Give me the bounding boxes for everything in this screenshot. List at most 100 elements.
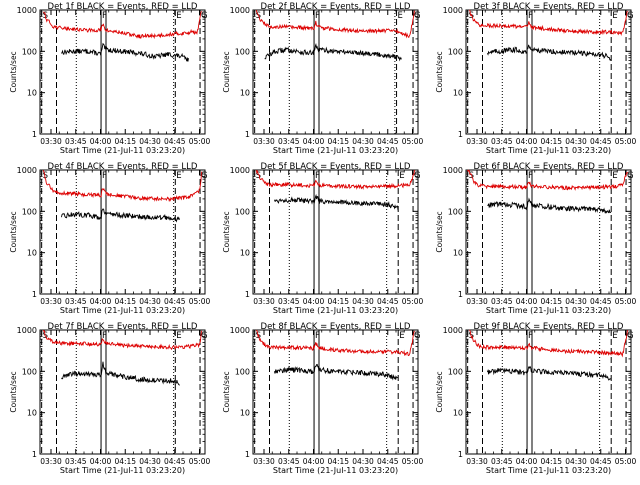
y-tick-label: 1000 (17, 6, 37, 15)
y-tick-label: 10 (240, 89, 250, 98)
event-marker-label: F (102, 11, 107, 21)
event-marker-label: E (398, 11, 403, 21)
y-tick-label: 100 (235, 367, 250, 376)
chart-title: Det 1f BLACK = Events, RED = LLD (48, 2, 198, 12)
events-series-line (487, 197, 612, 214)
x-tick-label: 03:45 (278, 297, 300, 306)
plot-frame (252, 169, 419, 295)
y-tick-label: 100 (22, 367, 37, 376)
chart-panel-5: Det 5f BLACK = Events, RED = LLD 1 10 100 10… (222, 162, 424, 315)
event-marker-label: F (102, 331, 107, 341)
chart-title: Det 9f BLACK = Events, RED = LLD (474, 322, 624, 332)
x-tick-label: 04:15 (327, 297, 349, 306)
x-tick-label: 04:45 (590, 457, 612, 466)
x-tick-label: 03:30 (253, 457, 275, 466)
x-tick-label: 05:00 (402, 457, 424, 466)
x-tick-label: 05:00 (189, 137, 211, 146)
x-tick-label: 03:45 (65, 297, 87, 306)
chart-title: Det 6f BLACK = Events, RED = LLD (474, 162, 624, 172)
y-tick-label: 100 (448, 207, 463, 216)
y-tick-label: 100 (448, 367, 463, 376)
x-tick-label: 04:15 (114, 297, 136, 306)
event-marker-label: G (201, 11, 208, 21)
y-tick-label: 1 (32, 130, 37, 139)
x-axis-label: Start Time (21-Jul-11 03:23:20) (486, 466, 611, 475)
events-series-line (486, 365, 612, 381)
x-tick-label: 04:00 (90, 457, 112, 466)
y-axis-label: Counts/sec (222, 371, 231, 412)
lld-series-line (255, 169, 415, 191)
plot-frame (252, 329, 419, 455)
x-tick-label: 04:30 (139, 137, 161, 146)
x-tick-label: 04:00 (303, 297, 325, 306)
lld-series-line (467, 169, 629, 191)
event-marker-label: G (627, 11, 634, 21)
event-marker-label: F (528, 11, 533, 21)
y-tick-label: 1000 (230, 326, 250, 335)
x-axis-label: Start Time (21-Jul-11 03:23:20) (273, 466, 398, 475)
lld-series-line (255, 329, 415, 357)
x-axis-label: Start Time (21-Jul-11 03:23:20) (273, 146, 398, 155)
x-tick-label: 03:30 (40, 457, 62, 466)
x-tick-label: 04:15 (540, 457, 562, 466)
lld-series-line (469, 329, 628, 358)
y-tick-label: 10 (27, 249, 37, 258)
event-marker-label: E (612, 11, 617, 21)
x-tick-label: 04:00 (516, 137, 538, 146)
x-tick-label: 04:30 (565, 297, 587, 306)
y-tick-label: 1 (458, 450, 463, 459)
chart-title: Det 7f BLACK = Events, RED = LLD (48, 322, 198, 332)
y-axis-label: Counts/sec (222, 211, 231, 252)
y-tick-label: 1000 (17, 166, 37, 175)
x-axis-label: Start Time (21-Jul-11 03:23:20) (60, 306, 185, 315)
event-marker-label: S (256, 11, 261, 21)
chart-title: Det 5f BLACK = Events, RED = LLD (261, 162, 411, 172)
plot-frame (465, 9, 632, 135)
x-tick-label: 03:45 (65, 137, 87, 146)
lld-series-line (42, 329, 202, 351)
x-tick-label: 03:45 (278, 457, 300, 466)
x-tick-label: 05:00 (615, 457, 637, 466)
chart-title: Det 3f BLACK = Events, RED = LLD (474, 2, 624, 12)
y-tick-label: 1000 (443, 326, 463, 335)
y-tick-label: 1 (245, 450, 250, 459)
event-marker-label: G (414, 11, 421, 21)
plot-frame (39, 329, 206, 455)
y-axis-label: Counts/sec (435, 211, 444, 252)
events-series-line (486, 44, 612, 61)
chart-panel-9: Det 9f BLACK = Events, RED = LLD 1 10 100 10… (435, 322, 637, 475)
event-marker-label: S (43, 171, 48, 181)
events-series-line (273, 363, 399, 381)
x-tick-label: 04:45 (590, 297, 612, 306)
x-tick-label: 03:45 (491, 297, 513, 306)
x-tick-label: 05:00 (189, 297, 211, 306)
x-tick-label: 03:30 (466, 297, 488, 306)
event-marker-label: F (315, 171, 320, 181)
x-tick-label: 03:30 (253, 137, 275, 146)
x-tick-label: 04:15 (540, 297, 562, 306)
y-tick-label: 1000 (230, 166, 250, 175)
y-tick-label: 1 (458, 290, 463, 299)
chart-title: Det 2f BLACK = Events, RED = LLD (261, 2, 411, 12)
x-tick-label: 04:45 (164, 457, 186, 466)
event-marker-label: G (627, 331, 634, 341)
y-tick-label: 1000 (443, 166, 463, 175)
event-marker-label: E (612, 331, 617, 341)
y-tick-label: 1 (458, 130, 463, 139)
plot-frame (465, 169, 632, 295)
chart-panel-6: Det 6f BLACK = Events, RED = LLD 1 10 100 10… (435, 162, 637, 315)
y-tick-label: 100 (22, 207, 37, 216)
x-tick-label: 04:45 (377, 297, 399, 306)
chart-panel-1: Det 1f BLACK = Events, RED = LLD 1 10 100 10… (9, 2, 211, 155)
x-tick-label: 04:15 (540, 137, 562, 146)
x-tick-label: 04:45 (377, 457, 399, 466)
x-tick-label: 04:30 (352, 137, 374, 146)
x-tick-label: 03:30 (466, 137, 488, 146)
y-tick-label: 1 (32, 450, 37, 459)
event-marker-label: G (201, 331, 208, 341)
events-series-line (61, 361, 181, 386)
x-tick-label: 05:00 (189, 457, 211, 466)
plot-frame (465, 329, 632, 455)
